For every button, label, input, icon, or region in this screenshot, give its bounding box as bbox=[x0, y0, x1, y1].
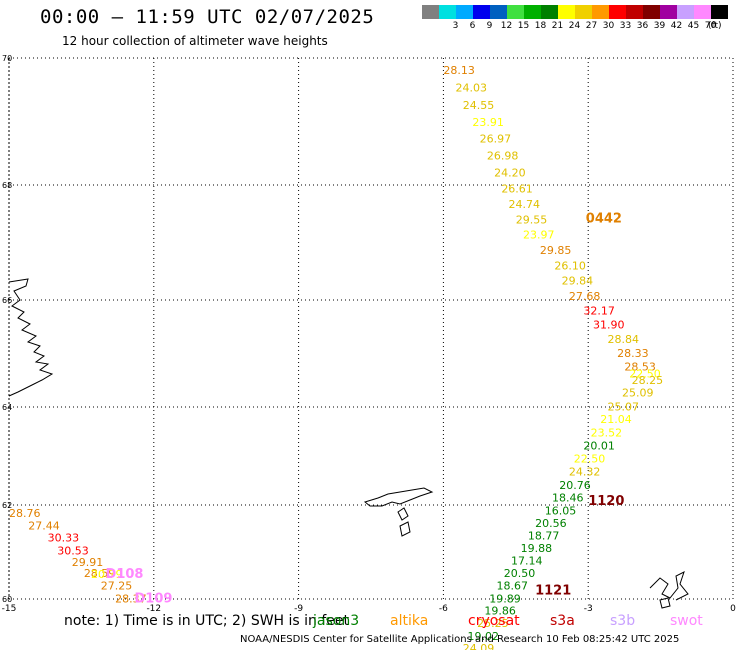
latitude-tick-label: 68 bbox=[2, 181, 12, 190]
longitude-tick-label: -6 bbox=[439, 604, 448, 614]
wave-height-value: 26.10 bbox=[554, 260, 586, 273]
wave-height-value: 23.52 bbox=[591, 426, 623, 439]
wave-height-value: 29.85 bbox=[540, 244, 572, 257]
wave-height-value: 24.74 bbox=[509, 198, 541, 211]
pass-time-label: D109 bbox=[134, 591, 172, 606]
wave-height-value: 23.91 bbox=[472, 116, 504, 129]
wave-height-value: 26.98 bbox=[487, 150, 518, 163]
wave-height-value: 27.44 bbox=[28, 519, 60, 532]
wave-height-value: 30.33 bbox=[48, 532, 80, 545]
latitude-tick-label: 64 bbox=[2, 403, 12, 412]
latitude-tick-label: 66 bbox=[2, 296, 12, 305]
wave-height-value: 18.46 bbox=[552, 492, 584, 505]
wave-height-value: 20.01 bbox=[583, 440, 615, 453]
longitude-tick-label: -3 bbox=[584, 604, 593, 614]
coastline-segment bbox=[398, 508, 408, 520]
wave-height-value: 25.07 bbox=[608, 400, 640, 413]
wave-height-value: 24.20 bbox=[494, 167, 525, 180]
wave-height-value: 18.77 bbox=[528, 529, 560, 542]
wave-height-value: 19.89 bbox=[489, 592, 520, 605]
wave-height-value: 21.04 bbox=[600, 413, 632, 426]
wave-height-value: 22.50 bbox=[574, 452, 606, 465]
wave-height-value: 28.25 bbox=[632, 374, 664, 387]
wave-height-value: 18.67 bbox=[496, 580, 528, 593]
satellite-legend-s3a: s3a bbox=[550, 613, 575, 629]
wave-height-value: 27.68 bbox=[569, 290, 601, 303]
wave-height-value: 17.14 bbox=[511, 555, 543, 568]
satellite-legend-altika: altika bbox=[390, 613, 428, 629]
wave-height-value: 20.76 bbox=[559, 479, 591, 492]
credit-line: NOAA/NESDIS Center for Satellite Applica… bbox=[240, 634, 679, 645]
pass-time-label: 1121 bbox=[535, 583, 571, 598]
footer-note: note: 1) Time is in UTC; 2) SWH is in fe… bbox=[64, 613, 349, 629]
wave-height-value: 26.97 bbox=[480, 132, 512, 145]
wave-height-value: 31.90 bbox=[593, 318, 625, 331]
coastline-segment bbox=[9, 279, 52, 396]
wave-height-value: 24.03 bbox=[455, 82, 487, 95]
wave-height-value: 25.09 bbox=[622, 386, 654, 399]
altimeter-map: -15 -12 -9 -6 -3 0606264666870 28.1324.0324.5… bbox=[0, 0, 740, 650]
wave-height-value: 29.84 bbox=[562, 274, 594, 287]
wave-height-value: 20.50 bbox=[504, 567, 536, 580]
wave-height-observations: 28.13 24.03 24.55 23.91 26.97 26.98 24.20 26.61… bbox=[9, 64, 663, 650]
wave-height-value: 26.61 bbox=[501, 182, 533, 195]
coastline-segment bbox=[400, 522, 410, 536]
wave-height-value: 32.17 bbox=[583, 304, 615, 317]
longitude-tick-label: -15 bbox=[2, 604, 17, 614]
wave-height-value: 28.76 bbox=[9, 507, 41, 520]
wave-height-value: 29.55 bbox=[516, 214, 548, 227]
wave-height-value: 19.88 bbox=[521, 542, 553, 555]
latitude-tick-label: 60 bbox=[2, 595, 12, 604]
wave-height-value: 20.56 bbox=[535, 517, 567, 530]
pass-time-label: 0442 bbox=[586, 211, 622, 226]
wave-height-value: 16.05 bbox=[545, 504, 577, 517]
longitude-tick-label: 0 bbox=[730, 604, 736, 614]
coastline-segment bbox=[650, 572, 688, 600]
satellite-legend-swot: swot bbox=[670, 613, 703, 629]
wave-height-value: 24.32 bbox=[569, 466, 601, 479]
satellite-legend-s3b: s3b bbox=[610, 613, 635, 629]
pass-time-label: 1120 bbox=[588, 494, 624, 509]
wave-height-value: 28.33 bbox=[617, 347, 649, 360]
wave-height-value: 23.97 bbox=[523, 228, 555, 241]
coastline-segment bbox=[365, 488, 432, 506]
satellite-legend-jason3: jason3 bbox=[313, 613, 359, 629]
wave-height-value: 28.13 bbox=[443, 64, 475, 77]
latitude-tick-label: 70 bbox=[2, 54, 12, 63]
satellite-legend-cryosat: cryosat bbox=[468, 613, 520, 629]
pass-time-label: D108 bbox=[106, 567, 144, 582]
wave-height-value: 28.84 bbox=[608, 333, 640, 346]
wave-height-value: 24.55 bbox=[463, 99, 495, 112]
